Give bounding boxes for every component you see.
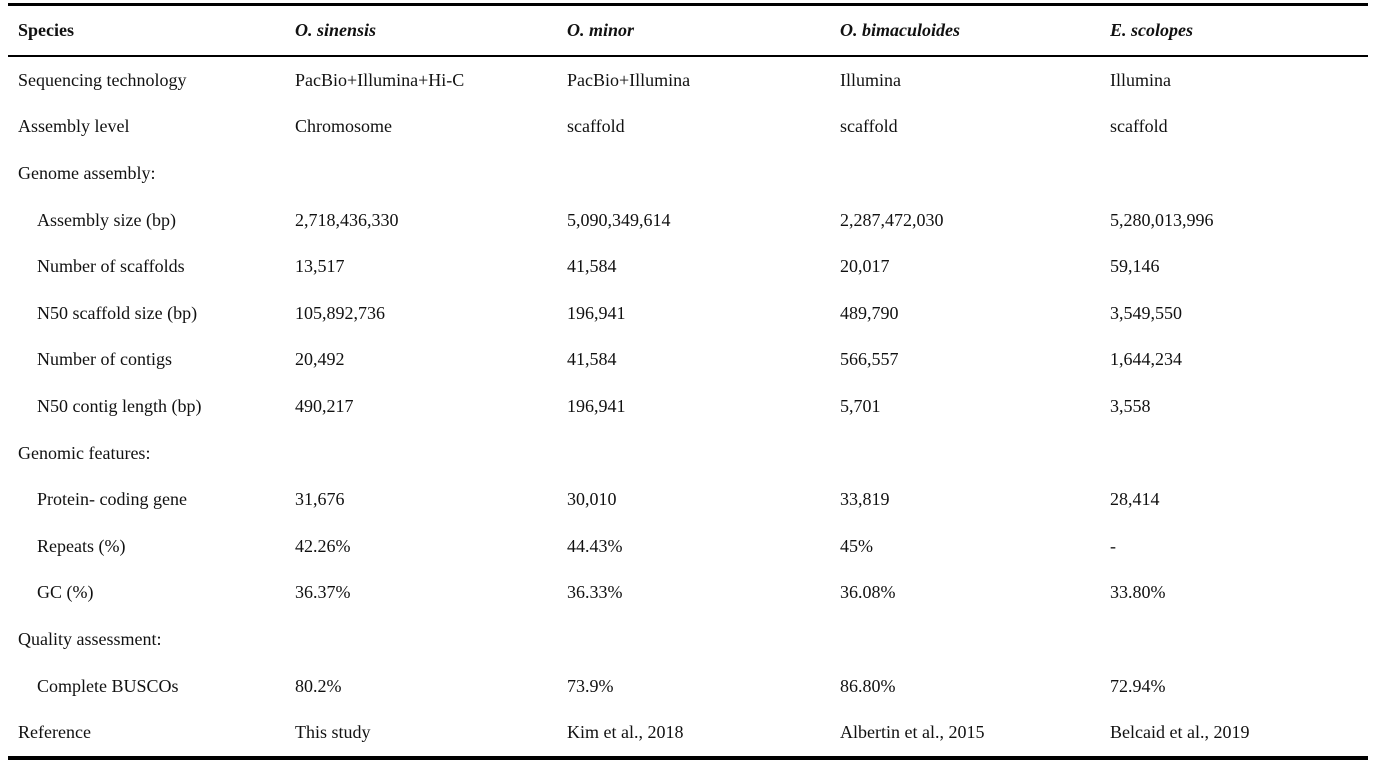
table-top-rule: [8, 3, 1368, 6]
row-value: scaffold: [840, 116, 898, 137]
row-value: 36.33%: [567, 582, 623, 603]
row-value: 33.80%: [1110, 582, 1166, 603]
row-label: Complete BUSCOs: [37, 675, 179, 696]
table-row: Repeats (%) 42.26% 44.43% 45% -: [8, 523, 1368, 570]
row-value: 489,790: [840, 302, 899, 323]
row-value: -: [1110, 535, 1116, 556]
row-value: Kim et al., 2018: [567, 722, 684, 743]
row-value: 33,819: [840, 489, 890, 510]
row-value: 30,010: [567, 489, 617, 510]
row-label: Sequencing technology: [18, 69, 187, 90]
row-value: PacBio+Illumina+Hi-C: [295, 69, 465, 90]
row-label: Assembly level: [18, 116, 130, 137]
table-row: Complete BUSCOs 80.2% 73.9% 86.80% 72.94%: [8, 663, 1368, 710]
row-value: Illumina: [840, 69, 901, 90]
table-row: Genomic features:: [8, 430, 1368, 477]
table-row: Quality assessment:: [8, 616, 1368, 663]
column-header-o-bimaculoides: O. bimaculoides: [840, 20, 960, 40]
table-bottom-rule: [8, 755, 1368, 760]
row-value: 41,584: [567, 256, 617, 277]
row-value: 31,676: [295, 489, 345, 510]
row-value: 3,549,550: [1110, 302, 1182, 323]
row-value: 3,558: [1110, 395, 1151, 416]
row-label: Assembly size (bp): [37, 209, 176, 230]
row-value: 59,146: [1110, 256, 1160, 277]
row-value: Albertin et al., 2015: [840, 722, 985, 743]
row-value: 2,287,472,030: [840, 209, 944, 230]
column-header-o-minor: O. minor: [567, 20, 635, 40]
row-value: scaffold: [1110, 116, 1168, 137]
row-label: Genome assembly:: [18, 162, 156, 183]
row-value: Belcaid et al., 2019: [1110, 722, 1250, 743]
table-header-row: Species O. sinensis O. minor O. bimaculo…: [8, 6, 1368, 55]
row-label: N50 contig length (bp): [37, 395, 202, 416]
row-value: scaffold: [567, 116, 625, 137]
row-value: 20,017: [840, 256, 890, 277]
column-header-e-scolopes: E. scolopes: [1110, 20, 1193, 40]
column-header-species: Species: [18, 20, 74, 40]
row-value: 28,414: [1110, 489, 1160, 510]
row-label: GC (%): [37, 582, 94, 603]
genome-assembly-comparison-table: Species O. sinensis O. minor O. bimaculo…: [8, 3, 1368, 760]
row-value: 86.80%: [840, 675, 896, 696]
row-value: Chromosome: [295, 116, 392, 137]
column-header-o-sinensis: O. sinensis: [295, 20, 377, 40]
row-value: 20,492: [295, 349, 345, 370]
table-row: Protein- coding gene 31,676 30,010 33,819 28…: [8, 476, 1368, 523]
row-value: 2,718,436,330: [295, 209, 399, 230]
table-row: GC (%) 36.37% 36.33% 36.08% 33.80%: [8, 570, 1368, 617]
row-value: 13,517: [295, 256, 345, 277]
row-value: 36.08%: [840, 582, 896, 603]
table-row: Reference This study Kim et al., 2018 Alber…: [8, 709, 1368, 756]
row-value: 72.94%: [1110, 675, 1166, 696]
row-value: 105,892,736: [295, 302, 385, 323]
row-label: Repeats (%): [37, 535, 126, 556]
row-value: 196,941: [567, 302, 626, 323]
row-label: Reference: [18, 722, 91, 743]
row-value: 490,217: [295, 395, 354, 416]
row-value: 1,644,234: [1110, 349, 1182, 370]
row-value: 45%: [840, 535, 873, 556]
table-row: Sequencing technology PacBio+Illumina+Hi-…: [8, 57, 1368, 104]
row-label: N50 scaffold size (bp): [37, 302, 198, 323]
row-value: 42.26%: [295, 535, 351, 556]
table-row: Assembly level Chromosome scaffold scaffold…: [8, 104, 1368, 151]
row-value: 41,584: [567, 349, 617, 370]
row-value: 196,941: [567, 395, 626, 416]
row-label: Quality assessment:: [18, 628, 162, 649]
row-value: 80.2%: [295, 675, 342, 696]
table-row: N50 contig length (bp) 490,217 196,941 5,70…: [8, 383, 1368, 430]
row-label: Number of scaffolds: [37, 256, 185, 277]
table-row: Assembly size (bp) 2,718,436,330 5,090,349…: [8, 197, 1368, 244]
table-row: Number of scaffolds 13,517 41,584 20,017 59,…: [8, 243, 1368, 290]
row-value: 73.9%: [567, 675, 614, 696]
table-header-rule: [8, 55, 1368, 57]
row-value: 566,557: [840, 349, 899, 370]
table-row: Number of contigs 20,492 41,584 566,557 1,64…: [8, 337, 1368, 384]
row-value: 5,701: [840, 395, 881, 416]
table-body: Sequencing technology PacBio+Illumina+Hi-…: [8, 57, 1368, 756]
row-value: Illumina: [1110, 69, 1171, 90]
row-value: 5,090,349,614: [567, 209, 671, 230]
row-label: Genomic features:: [18, 442, 151, 463]
row-label: Number of contigs: [37, 349, 172, 370]
row-value: 44.43%: [567, 535, 623, 556]
table-row: N50 scaffold size (bp) 105,892,736 196,941…: [8, 290, 1368, 337]
row-value: PacBio+Illumina: [567, 69, 691, 90]
row-label: Protein- coding gene: [37, 489, 187, 510]
table-row: Genome assembly:: [8, 150, 1368, 197]
row-value: 36.37%: [295, 582, 351, 603]
row-value: 5,280,013,996: [1110, 209, 1214, 230]
row-value: This study: [295, 722, 371, 743]
